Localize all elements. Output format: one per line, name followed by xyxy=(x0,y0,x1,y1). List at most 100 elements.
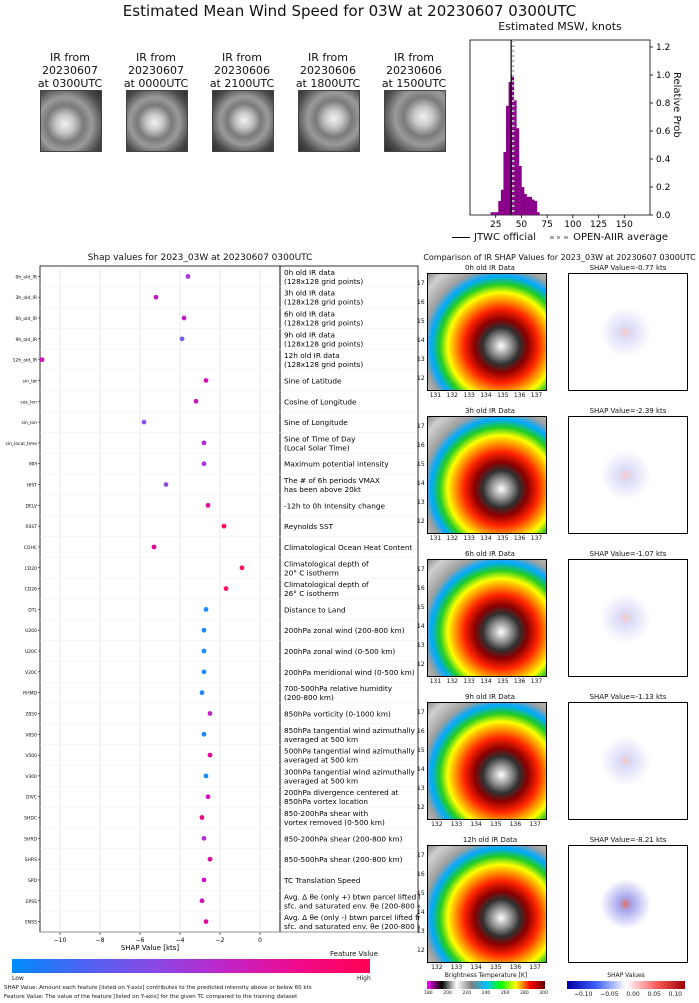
histogram-ytick-label: 1.0 xyxy=(656,71,671,81)
shap-feature-name: sin_lon xyxy=(21,420,37,426)
shap-point xyxy=(223,586,229,591)
shap-feature-description: (128x128 grid points) xyxy=(284,277,363,286)
shap-feature-description: 20° C isotherm xyxy=(284,568,339,577)
ir-thumbnail-label: IR from 20230607 at 0300UTC xyxy=(37,51,103,90)
shap-point xyxy=(181,315,187,321)
shap-xlabel: SHAP Value [kts] xyxy=(121,944,180,952)
shap-feature-description: (200-800 km) xyxy=(284,693,334,702)
shap-feature-description: 9h old IR data xyxy=(284,330,335,339)
shap-feature-description: (128x128 grid points) xyxy=(284,360,363,369)
shap-point xyxy=(203,607,209,612)
ir-map-title: 0h old IR Data xyxy=(465,264,515,272)
ir-thumbnail-label: IR from 20230606 at 2100UTC xyxy=(209,51,275,90)
shap-point xyxy=(201,648,207,654)
histogram-title: Estimated MSW, knots xyxy=(498,20,622,33)
shap-values-tick: 0.00 xyxy=(626,991,640,998)
shap-feature-name: MPI xyxy=(29,462,37,468)
ir-map-xtick-label: 133 xyxy=(463,678,475,685)
shap-feature-description: vortex removed (0-500 km) xyxy=(284,818,385,827)
ir-map-image xyxy=(427,845,547,963)
shap-feature-description: 200hPa zonal wind (200-800 km) xyxy=(284,626,405,635)
shap-panel-title: Shap values for 2023_03W at 20230607 030… xyxy=(87,253,313,263)
shap-point xyxy=(151,544,157,550)
shap-feature-name: V20C xyxy=(25,670,37,676)
brightness-temp-colorbar xyxy=(427,981,545,989)
shap-feature-description: 12h old IR data xyxy=(284,351,340,360)
histogram-bar xyxy=(493,212,497,215)
ir-map-ytick-label: 12 xyxy=(417,661,425,668)
ir-map-ytick-label: 14 xyxy=(417,909,425,916)
histogram-ytick-label: 0.8 xyxy=(656,99,671,109)
shap-feature-name: 9h_old_IR xyxy=(15,337,37,343)
shap-feature-description: -12h to 0h Intensity change xyxy=(284,501,386,510)
shap-feature-description: Reynolds SST xyxy=(284,522,334,531)
ir-map-xtick-label: 133 xyxy=(450,964,463,971)
shap-feature-name: 0h_old_IR xyxy=(15,274,37,280)
ir-map-xtick-label: 137 xyxy=(530,392,543,399)
ir-map-ytick-label: 16 xyxy=(417,728,425,735)
histogram-bar xyxy=(513,100,517,215)
shap-values-tick: 0.05 xyxy=(647,991,661,998)
shap-feature-description: Maximum potential intensity xyxy=(284,460,389,469)
ir-map-xtick-label: 136 xyxy=(509,821,522,828)
ir-map-xtick-label: 132 xyxy=(446,392,458,399)
histogram-ytick-label: 0.6 xyxy=(656,127,671,137)
ir-map-xticks: 131 132 133 134 135 136 137 xyxy=(427,392,545,399)
colorbar-high-label: High xyxy=(357,975,371,982)
shap-values-tick: −0.05 xyxy=(600,991,619,998)
shap-point xyxy=(203,378,209,383)
shap-feature-name: sin_local_time xyxy=(5,441,37,447)
shap-feature-description: Distance to Land xyxy=(284,605,346,614)
ir-map-ytick-label: 13 xyxy=(417,642,425,649)
shap-feature-description: 200hPa divergence centered at xyxy=(284,788,399,797)
shap-feature-name: DTL xyxy=(28,607,37,613)
ir-thumbnail-label: IR from 20230606 at 1800UTC xyxy=(295,51,361,90)
shap-feature-name: SHRS xyxy=(25,857,37,863)
shap-map-title: SHAP Value=-8.21 kts xyxy=(589,836,667,844)
ir-map-ytick-label: 14 xyxy=(417,337,425,344)
ir-map-xtick-label: 135 xyxy=(497,678,509,685)
shap-feature-name: U200 xyxy=(25,628,37,634)
histogram-xtick-label: 125 xyxy=(590,220,607,230)
shap-feature-name: CD20 xyxy=(25,566,37,572)
shap-feature-description: Avg. Δ θe (only -) btwn parcel lifted fr… xyxy=(284,913,420,922)
shap-feature-description: 6h old IR data xyxy=(284,310,335,319)
brightness-temp-tick: 300 xyxy=(539,991,548,996)
shap-feature-description: (128x128 grid points) xyxy=(284,319,363,328)
shap-feature-description: 3h old IR data xyxy=(284,289,335,298)
ir-thumbnail-image xyxy=(212,90,274,152)
ir-map-ytick-label: 14 xyxy=(417,480,425,487)
shap-point xyxy=(205,502,211,508)
ir-map-ytick-label: 13 xyxy=(417,356,425,363)
shap-point xyxy=(201,440,207,446)
shap-point xyxy=(201,627,207,633)
histogram-xtick-label: 75 xyxy=(541,220,552,230)
ir-map-xtick-label: 136 xyxy=(513,392,526,399)
shap-point xyxy=(205,794,211,800)
shap-values-tick: −0.10 xyxy=(574,991,593,998)
histogram-bar xyxy=(490,212,494,215)
shap-feature-name: 6h_old_IR xyxy=(15,316,37,322)
shap-point xyxy=(199,898,205,904)
ir-map-ytick-label: 15 xyxy=(417,461,425,468)
shap-feature-name: V500 xyxy=(25,753,37,759)
shap-feature-description: 300hPa tangential wind azimuthally xyxy=(284,767,415,776)
histogram-bar xyxy=(534,201,538,215)
ir-panel-title: Comparison of IR SHAP Values for 2023_03… xyxy=(423,253,696,262)
shap-feature-name: RSST xyxy=(25,524,37,530)
shap-point xyxy=(207,856,213,862)
feature-value-colorbar-title: Feature Value xyxy=(330,950,378,958)
shap-feature-name: CD26 xyxy=(25,587,37,593)
shap-map-title: SHAP Value=-2.39 kts xyxy=(589,407,667,415)
brightness-temp-tick: 220 xyxy=(462,991,472,996)
ir-thumbnail-image xyxy=(298,90,360,152)
ir-map-ytick-label: 13 xyxy=(417,785,425,792)
ir-map-image xyxy=(427,416,547,534)
ir-map-ytick-label: 16 xyxy=(417,871,425,878)
ir-thumbnail-image xyxy=(40,90,102,152)
ir-map-xtick-label: 134 xyxy=(480,678,492,685)
shap-feature-chart: −10 −8 −6 −4 −2 0 SHAP Value [kts] 0h_old_IR 0h … xyxy=(5,265,420,952)
ir-map-xtick-label: 133 xyxy=(463,392,475,399)
ir-map-xtick-label: 137 xyxy=(529,821,541,828)
shap-feature-description: 850hPa vorticity (0-1000 km) xyxy=(284,709,391,718)
